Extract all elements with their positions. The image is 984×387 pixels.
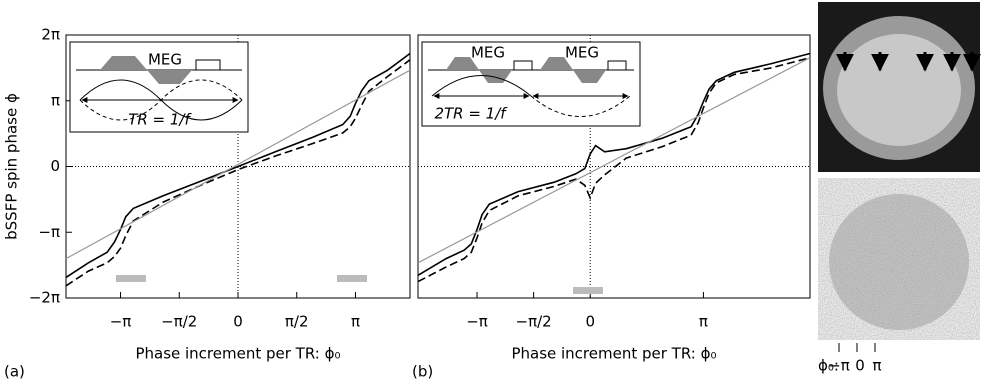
- x-tick-label: 0: [233, 313, 243, 331]
- x-tick-label: π/2: [285, 313, 309, 331]
- x-tick-label: π: [699, 313, 708, 331]
- readout: [608, 61, 626, 70]
- x-tick-label: −π/2: [161, 313, 197, 331]
- readout: [514, 61, 532, 70]
- y-tick-label: 0: [50, 157, 60, 175]
- figure: ϕ₀: −π 0 π −π−π/20π/2π2ππ0−π−2πMEGTR = 1…: [0, 0, 984, 383]
- x-tick-label: −π: [110, 313, 132, 331]
- marker-bar: [116, 275, 146, 282]
- image-label: 0: [855, 357, 865, 375]
- image-label: π: [872, 357, 881, 375]
- inset-label: MEG: [471, 44, 505, 62]
- phase-phantom: [829, 194, 969, 330]
- x-tick-label: 0: [585, 313, 595, 331]
- y-tick-label: π: [51, 91, 60, 109]
- phase-ticks: [839, 343, 875, 352]
- marker-bar: [573, 287, 603, 294]
- marker-bar: [337, 275, 367, 282]
- panel-label: (b): [412, 363, 433, 381]
- x-tick-label: −π: [466, 313, 488, 331]
- inset-label: TR = 1/f: [128, 111, 192, 129]
- x-axis-label: Phase increment per TR: ϕ₀: [511, 345, 716, 363]
- y-tick-label: −2π: [29, 289, 60, 307]
- readout: [196, 60, 220, 70]
- y-tick-label: 2π: [41, 26, 60, 44]
- x-axis-label: Phase increment per TR: ϕ₀: [135, 345, 340, 363]
- x-tick-label: π: [351, 313, 360, 331]
- phantom-inner: [837, 34, 961, 146]
- panel-label: (a): [4, 363, 25, 381]
- image-label: −π: [828, 357, 850, 375]
- inset-label: MEG: [565, 44, 599, 62]
- y-tick-label: −π: [38, 223, 60, 241]
- inset-label: MEG: [148, 51, 182, 69]
- x-tick-label: −π/2: [516, 313, 552, 331]
- inset-label: 2TR = 1/f: [434, 105, 508, 123]
- y-axis-label: bSSFP spin phase ϕ: [3, 93, 21, 240]
